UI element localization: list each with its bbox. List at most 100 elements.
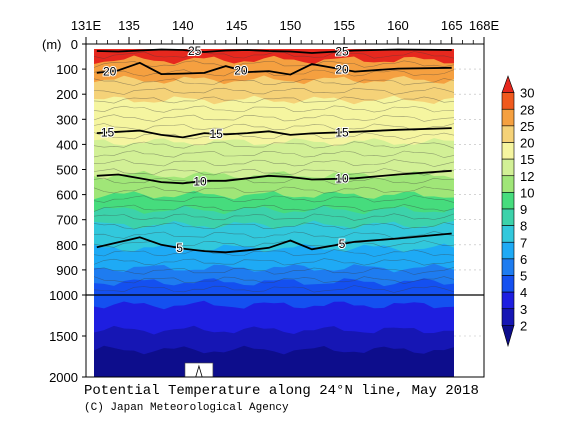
colorbar-cap-bottom	[501, 325, 515, 348]
y-tick-label: 400	[56, 137, 78, 152]
isotherm-label: 15	[209, 127, 223, 141]
x-tick-label: 140	[172, 18, 194, 33]
grid-group	[454, 43, 484, 378]
thin-contour	[93, 114, 455, 122]
colorbar-box	[501, 258, 515, 276]
thin-contour	[93, 186, 455, 194]
thin-contour	[93, 123, 455, 131]
thin-contour	[93, 258, 455, 266]
colorbar-label: 7	[520, 235, 527, 250]
isotherm-label: 15	[101, 125, 115, 139]
x-tick-label: 135	[118, 18, 140, 33]
y-axis: 100 200 300 400 500 600 700 800 900 1000 0 (m) 1500 2…	[42, 37, 86, 385]
thin-contour	[93, 168, 455, 176]
chart-credit: (C) Japan Meteorological Agency	[84, 402, 289, 414]
thin-contour	[93, 213, 455, 221]
colorbar-box	[501, 175, 515, 193]
y-tick-label: 800	[56, 238, 78, 253]
isotherm-label: 10	[193, 174, 207, 188]
colorbar-box	[501, 108, 515, 127]
chart-title: Potential Temperature along 24°N line, M…	[84, 383, 479, 399]
isotherm-label: 20	[335, 62, 349, 76]
thin-contour	[93, 105, 455, 113]
colorbar-label: 8	[520, 219, 527, 234]
y-unit-label: (m)	[42, 37, 62, 52]
thin-contour	[93, 177, 455, 185]
y-tick-label: 1500	[49, 329, 78, 344]
seamount-marker	[184, 362, 214, 378]
y-tick-label: 2000	[49, 370, 78, 385]
x-axis: 131E 135 140 145 150 155 160 165 168E	[71, 18, 500, 44]
colorbar-box	[501, 208, 515, 226]
colorbar-label: 5	[520, 269, 527, 284]
isotherm-20	[96, 61, 452, 76]
thin-contour	[93, 150, 455, 158]
isotherm-label: 15	[335, 125, 349, 139]
thin-contour	[93, 69, 455, 77]
isotherm-group: 25 25 20 20 20 15 15 15 10 10 5 5	[96, 43, 452, 256]
thin-contour-group	[93, 51, 455, 293]
isotherm-5	[96, 232, 452, 254]
colorbar-box	[501, 241, 515, 260]
thin-contour	[93, 285, 455, 293]
colorbar-label: 25	[520, 119, 534, 134]
x-tick-label: 160	[387, 18, 409, 33]
y-tick-label: 1000	[49, 288, 78, 303]
thin-contour	[93, 87, 455, 95]
y-tick-label: 700	[56, 213, 78, 228]
isotherm-label: 5	[176, 241, 183, 255]
thin-contour	[93, 267, 455, 275]
thin-contour	[93, 249, 455, 257]
colorbar-label: 10	[520, 185, 534, 200]
colorbar-cap-top	[501, 75, 515, 93]
x-tick-label: 168E	[469, 18, 500, 33]
y-tick-label: 100	[56, 62, 78, 77]
x-tick-label: 155	[333, 18, 355, 33]
colorbar-box	[501, 275, 515, 293]
thin-contour	[93, 96, 455, 104]
temperature-band	[94, 345, 454, 377]
thin-contour	[93, 204, 455, 212]
colorbar-box	[501, 291, 515, 310]
contour-fill-group	[94, 49, 454, 377]
thin-contour	[93, 60, 455, 68]
colorbar-box	[501, 142, 515, 160]
colorbar-label: 30	[520, 86, 534, 101]
thin-contour	[93, 78, 455, 86]
thin-contour	[93, 159, 455, 167]
y-tick-label: 200	[56, 87, 78, 102]
isotherm-10	[96, 169, 452, 185]
colorbar-label: 28	[520, 102, 534, 117]
x-tick-label: 150	[280, 18, 302, 33]
y-tick-label: 300	[56, 112, 78, 127]
y-tick-label: 600	[56, 188, 78, 203]
isotherm-label: 25	[335, 44, 349, 58]
colorbar-box	[501, 125, 515, 143]
x-tick-label: 145	[226, 18, 248, 33]
colorbar-label: 9	[520, 202, 527, 217]
colorbar-label: 15	[520, 152, 534, 167]
colorbar-label: 2	[520, 318, 527, 333]
isotherm-label: 20	[234, 63, 248, 77]
colorbar-box	[501, 308, 515, 326]
plot-frame	[85, 43, 485, 378]
colorbar-label: 20	[520, 136, 534, 151]
isotherm-label: 20	[103, 64, 117, 78]
colorbar-box	[501, 92, 515, 110]
thin-contour	[93, 276, 455, 285]
isotherm-label: 25	[188, 44, 202, 58]
y-tick-label: 500	[56, 163, 78, 178]
colorbar-label: 12	[520, 169, 534, 184]
y-tick-label: 0	[71, 37, 78, 52]
isotherm-15	[96, 127, 452, 139]
thin-contour	[93, 141, 455, 149]
isotherm-25	[96, 48, 452, 54]
colorbar-box	[501, 158, 515, 177]
colorbar-label: 4	[520, 285, 527, 300]
y-tick-label: 900	[56, 263, 78, 278]
thin-contour	[93, 222, 455, 230]
x-tick-label: 131E	[71, 18, 102, 33]
colorbar-box	[501, 225, 515, 243]
